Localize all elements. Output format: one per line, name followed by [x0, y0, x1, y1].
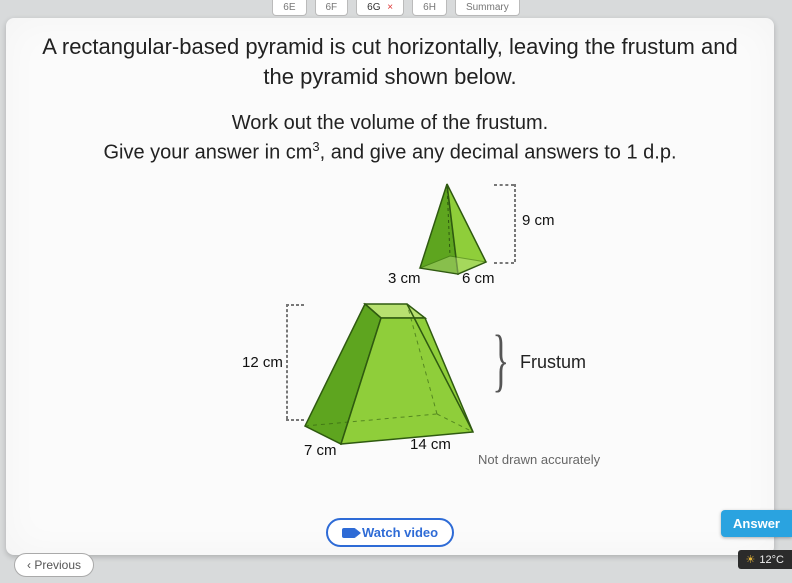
frustum-depth-label: 7 cm: [304, 442, 337, 459]
unit-base: cm: [286, 142, 313, 164]
diagram: 9 cm 3 cm 6 cm 12 cm 7 cm 14 cm } Frustu…: [32, 174, 748, 474]
frustum-height-label: 12 cm: [242, 354, 283, 371]
previous-button[interactable]: ‹ Previous: [14, 553, 94, 577]
tab-6f[interactable]: 6F: [315, 0, 349, 16]
frustum-width-label: 14 cm: [410, 436, 451, 453]
video-icon: [342, 528, 356, 538]
not-drawn-accurately: Not drawn accurately: [478, 452, 600, 467]
frustum-shape: [287, 286, 507, 466]
unit-exponent: 3: [312, 139, 319, 154]
task-line-b-pre: Give your answer in: [103, 142, 285, 164]
watch-video-button[interactable]: Watch video: [326, 518, 454, 547]
close-icon[interactable]: ×: [387, 2, 393, 13]
question-task: Work out the volume of the frustum. Give…: [32, 109, 748, 168]
small-depth-label: 3 cm: [388, 270, 421, 287]
previous-label: Previous: [34, 558, 81, 572]
tab-6g[interactable]: 6G ×: [356, 0, 404, 16]
answer-button[interactable]: Answer: [721, 510, 792, 537]
small-width-label: 6 cm: [462, 270, 495, 287]
temperature-value: 12°C: [759, 554, 784, 566]
weather-icon: ☀: [746, 553, 756, 566]
tab-strip: 6E 6F 6G × 6H Summary: [0, 0, 792, 20]
question-intro: A rectangular-based pyramid is cut horiz…: [32, 32, 748, 91]
frustum-label: Frustum: [520, 352, 586, 373]
small-height-label: 9 cm: [522, 212, 555, 229]
temperature-widget[interactable]: ☀ 12°C: [738, 550, 792, 569]
tab-summary[interactable]: Summary: [455, 0, 520, 16]
question-card: A rectangular-based pyramid is cut horiz…: [6, 18, 774, 555]
watch-video-label: Watch video: [362, 525, 438, 540]
tab-6e[interactable]: 6E: [272, 0, 306, 16]
task-line-a: Work out the volume of the frustum.: [232, 112, 548, 134]
tab-label: 6G: [367, 2, 380, 13]
tab-6h[interactable]: 6H: [412, 0, 447, 16]
brace-icon: }: [492, 326, 509, 396]
task-line-b-post: , and give any decimal answers to 1 d.p.: [320, 142, 677, 164]
